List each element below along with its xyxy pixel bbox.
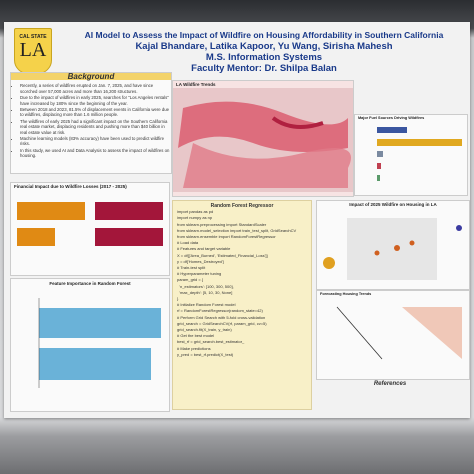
pie-graphic [323, 257, 335, 269]
bar-shape [17, 228, 55, 246]
bar-graphic [377, 127, 462, 181]
housing-trends-panel: Forecasting Housing Trends [316, 290, 470, 380]
bar-shape [377, 163, 381, 169]
code-line: grid_search = GridSearchCV(rf, param_gri… [177, 320, 267, 326]
section-heading: Background [11, 72, 171, 81]
map-dot [394, 245, 400, 251]
poster-title: AI Model to Assess the Impact of Wildfir… [84, 30, 444, 40]
university-logo: CAL STATE LA [14, 28, 52, 74]
panel-title: Impact of 2025 Wildfire on Housing in LA [349, 202, 437, 207]
bar-shape [377, 175, 380, 181]
code-line: from sklearn.preprocessing import Standa… [177, 221, 267, 227]
bar-shape [17, 202, 85, 220]
code-line: 'n_estimators': [100, 300, 500], [177, 283, 234, 289]
code-line: rf = RandomForestRegressor(random_state=… [177, 308, 263, 314]
map-background [347, 218, 437, 280]
feature-importance-panel: Feature Importance in Random Forest [10, 278, 170, 412]
panel-title: Major Fuel Sources Driving Wildfires [358, 116, 425, 120]
panel-title: Forecasting Housing Trends [320, 292, 372, 296]
bullet-list: Recently, a series of wildfires erupted … [11, 83, 171, 158]
financial-impact-panel: Financial Impact due to Wildfire Losses … [10, 182, 170, 276]
code-line: } [177, 296, 179, 302]
bullet-item: In this study, we used AI and Data Analy… [20, 148, 171, 159]
housing-impact-panel: Impact of 2025 Wildfire on Housing in LA [316, 200, 470, 290]
code-line: from sklearn.ensemble import RandomFores… [177, 234, 276, 240]
code-line: grid_search.fit(X_train, y_train) [177, 327, 232, 333]
map-dot [374, 250, 380, 256]
bullet-item: Due to the impact of wildfires in early … [20, 95, 171, 106]
fire-area [183, 143, 351, 188]
poster: CAL STATE LA AI Model to Assess the Impa… [4, 22, 470, 418]
code-line: # Get the best model [177, 333, 215, 339]
bar-shape [39, 308, 161, 338]
map-graphic [323, 218, 462, 280]
code-line: y = df['Homes_Destroyed'] [177, 258, 224, 264]
mentor: Faculty Mentor: Dr. Shilpa Balan [191, 63, 337, 74]
bullet-item: Between 2018 and 2023, 81.5% of displace… [20, 107, 171, 118]
code-line: # Train-test split [177, 265, 206, 271]
bullet-item: The wildfires of early 2025 had a signif… [20, 119, 171, 135]
panel-title: Feature Importance in Random Forest [49, 281, 131, 286]
map-dot [456, 225, 462, 231]
panel-title: Financial Impact due to Wildfire Losses … [14, 184, 127, 189]
code-line: # Perform Grid Search with 5-fold cross-… [177, 314, 266, 320]
code-line: # Load data [177, 240, 199, 246]
code-block: import pandas as pd import numpy as np fro… [177, 209, 307, 358]
fuel-sources-panel: Major Fuel Sources Driving Wildfires [354, 114, 468, 196]
panel-title: LA Wildfire Trends [176, 82, 216, 87]
map-graphic [173, 88, 353, 192]
bar-shape [377, 151, 383, 157]
random-forest-panel: Random Forest Regressor import pandas as… [172, 200, 312, 410]
wildfire-trends-panel: LA Wildfire Trends [172, 80, 354, 197]
panel-title: Random Forest Regressor [210, 203, 274, 209]
bullet-item: Recently, a series of wildfires erupted … [20, 83, 171, 94]
code-line: # Make predictions [177, 345, 211, 351]
code-line: from sklearn.model_selection import trai… [177, 227, 297, 233]
code-line: best_rf = grid_search.best_estimator_ [177, 339, 245, 345]
fire-area [178, 101, 348, 152]
bullet-item: Machine learning models (83% accuracy) h… [20, 136, 171, 147]
line-graphic [336, 306, 462, 360]
bar-shape [95, 202, 163, 220]
code-line: # Features and target variable [177, 246, 231, 252]
trend-line [336, 306, 383, 360]
bar-graphic [17, 202, 163, 246]
code-line: import numpy as np [177, 215, 213, 221]
code-line: # Initialize Random Forest model [177, 302, 236, 308]
background-section: Background Recently, a series of wildfir… [10, 72, 172, 174]
code-line: # Hyperparameter tuning [177, 271, 222, 277]
fire-line [271, 116, 324, 129]
references-section: References [314, 381, 466, 414]
poster-header: AI Model to Assess the Impact of Wildfir… [74, 30, 454, 74]
code-line: param_grid = { [177, 277, 204, 283]
logo-text: CAL STATE [19, 34, 47, 40]
bar-shape [39, 348, 151, 380]
authors: Kajal Bhandare, Latika Kapoor, Yu Wang, … [135, 41, 393, 52]
bar-shape [377, 139, 462, 146]
logo-mark: LA [19, 39, 47, 61]
program: M.S. Information Systems [205, 52, 323, 63]
trend-area [402, 307, 462, 359]
code-line: 'max_depth': [5, 10, 30, None] [177, 289, 233, 295]
code-line: y_pred = best_rf.predict(X_test) [177, 351, 234, 357]
code-line: import pandas as pd [177, 209, 214, 215]
bar-shape [95, 228, 163, 246]
code-line: X = df[['Area_Burned', 'Estimated_Financ… [177, 252, 268, 258]
map-dot [409, 240, 415, 246]
bar-shape [377, 127, 407, 133]
section-heading: References [373, 381, 407, 387]
bar-graphic [38, 298, 161, 388]
